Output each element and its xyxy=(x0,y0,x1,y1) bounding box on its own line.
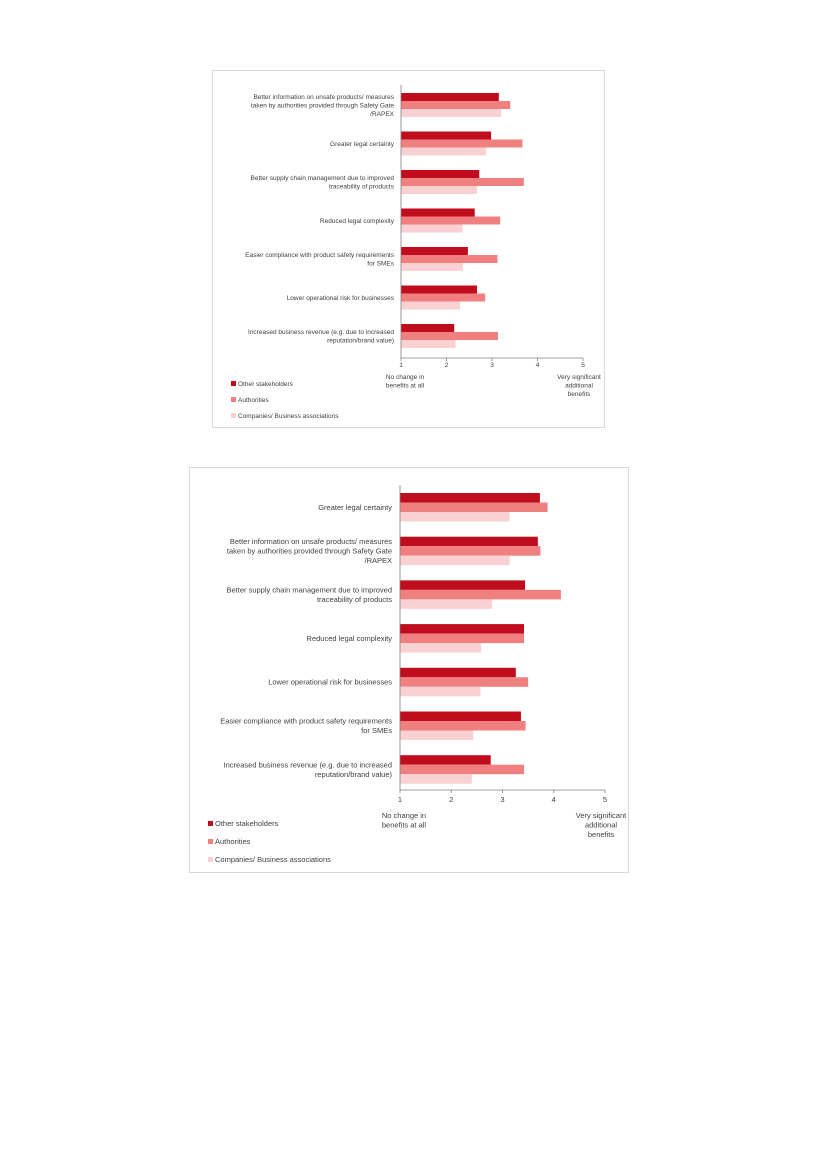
x-tick-label: 5 xyxy=(581,362,585,369)
legend-label: Other stakeholders xyxy=(238,381,294,388)
x-tick-label: 4 xyxy=(552,795,556,804)
bar-other-stakeholders xyxy=(400,580,526,590)
bar-other-stakeholders xyxy=(400,624,525,634)
bar-companies xyxy=(401,109,502,117)
bar-authorities xyxy=(401,255,498,263)
x-tick-label: 1 xyxy=(398,795,402,804)
benefits-chart-1: Better information on unsafe products/ m… xyxy=(212,70,605,428)
bar-companies xyxy=(400,599,493,609)
x-tick-label: 3 xyxy=(500,795,504,804)
bar-companies xyxy=(401,263,463,271)
bar-other-stakeholders xyxy=(400,667,516,678)
bar-other-stakeholders xyxy=(401,324,455,332)
benefits-chart-2: Greater legal certainty Better informatio… xyxy=(189,467,629,873)
bar-companies xyxy=(400,555,510,566)
bar-companies xyxy=(401,340,456,348)
legend-swatch xyxy=(231,397,236,402)
bar-authorities xyxy=(401,178,524,186)
category-label: Reduced legal complexity xyxy=(320,218,395,225)
bar-companies xyxy=(400,512,510,522)
category-label: Lower operational risk for businesses xyxy=(287,295,395,302)
bar-authorities xyxy=(400,589,561,600)
x-tick-label: 4 xyxy=(536,362,540,369)
bar-companies xyxy=(400,730,474,740)
bar-authorities xyxy=(400,764,525,775)
legend-label: Other stakeholders xyxy=(215,819,279,828)
bar-authorities xyxy=(401,139,523,148)
bar-companies xyxy=(401,147,487,156)
category-label: Better supply chain management due to im… xyxy=(226,586,392,605)
category-label: Increased business revenue (e.g. due to … xyxy=(248,329,394,345)
bar-other-stakeholders xyxy=(401,93,499,101)
category-label: Increased business revenue (e.g. due to … xyxy=(224,760,393,779)
bar-authorities xyxy=(401,216,501,225)
legend-label: Companies/ Business associations xyxy=(238,413,339,420)
bar-authorities xyxy=(400,502,548,512)
x-axis-label-left: No change in benefits at all xyxy=(382,811,427,830)
bar-companies xyxy=(401,224,463,233)
category-label: Lower operational risk for businesses xyxy=(268,678,392,687)
legend-swatch xyxy=(208,839,213,844)
category-label: Reduced legal complexity xyxy=(307,634,393,643)
x-tick-label: 2 xyxy=(449,795,453,804)
bar-other-stakeholders xyxy=(401,247,468,255)
bar-other-stakeholders xyxy=(400,711,521,721)
benefits-chart-1-svg: Better information on unsafe products/ m… xyxy=(231,85,601,420)
bar-authorities xyxy=(401,101,511,109)
bar-authorities xyxy=(400,677,529,687)
legend-label: Authorities xyxy=(238,397,269,404)
x-tick-label: 5 xyxy=(603,795,607,804)
bar-other-stakeholders xyxy=(400,493,540,503)
bar-other-stakeholders xyxy=(401,131,492,140)
category-label: Easier compliance with product safety re… xyxy=(245,252,395,268)
bar-companies xyxy=(400,643,481,653)
x-axis-label-right: Very significant additional benefits xyxy=(557,374,601,398)
bar-authorities xyxy=(401,332,498,340)
bar-other-stakeholders xyxy=(401,170,480,178)
category-label: Greater legal certainty xyxy=(330,141,395,148)
bar-other-stakeholders xyxy=(401,208,475,217)
bar-companies xyxy=(400,686,481,697)
category-label: Better supply chain management due to im… xyxy=(251,175,395,191)
category-label: Better information on unsafe products/ m… xyxy=(227,537,392,565)
legend-label: Companies/ Business associations xyxy=(215,855,331,864)
bar-authorities xyxy=(401,293,486,302)
category-label: Easier compliance with product safety re… xyxy=(220,717,392,736)
x-tick-label: 3 xyxy=(490,362,494,369)
bar-companies xyxy=(401,301,461,310)
bar-other-stakeholders xyxy=(400,536,538,547)
bar-companies xyxy=(400,774,472,784)
benefits-chart-2-svg: Greater legal certainty Better informatio… xyxy=(208,485,627,864)
bar-other-stakeholders xyxy=(401,285,477,294)
legend-swatch xyxy=(231,413,236,418)
legend-swatch xyxy=(208,857,213,862)
x-axis-label-right: Very significant additional benefits xyxy=(576,811,627,839)
bar-other-stakeholders xyxy=(400,755,491,765)
x-tick-label: 1 xyxy=(399,362,403,369)
bar-authorities xyxy=(400,633,525,644)
bar-authorities xyxy=(400,546,541,556)
legend-label: Authorities xyxy=(215,837,251,846)
legend-swatch xyxy=(231,381,236,386)
category-label: Greater legal certainty xyxy=(318,503,392,512)
x-tick-label: 2 xyxy=(445,362,449,369)
legend-swatch xyxy=(208,821,213,826)
category-label: Better information on unsafe products/ m… xyxy=(251,94,395,118)
bar-authorities xyxy=(400,721,526,731)
x-axis-label-left: No change in benefits at all xyxy=(386,374,425,390)
bar-companies xyxy=(401,186,477,194)
